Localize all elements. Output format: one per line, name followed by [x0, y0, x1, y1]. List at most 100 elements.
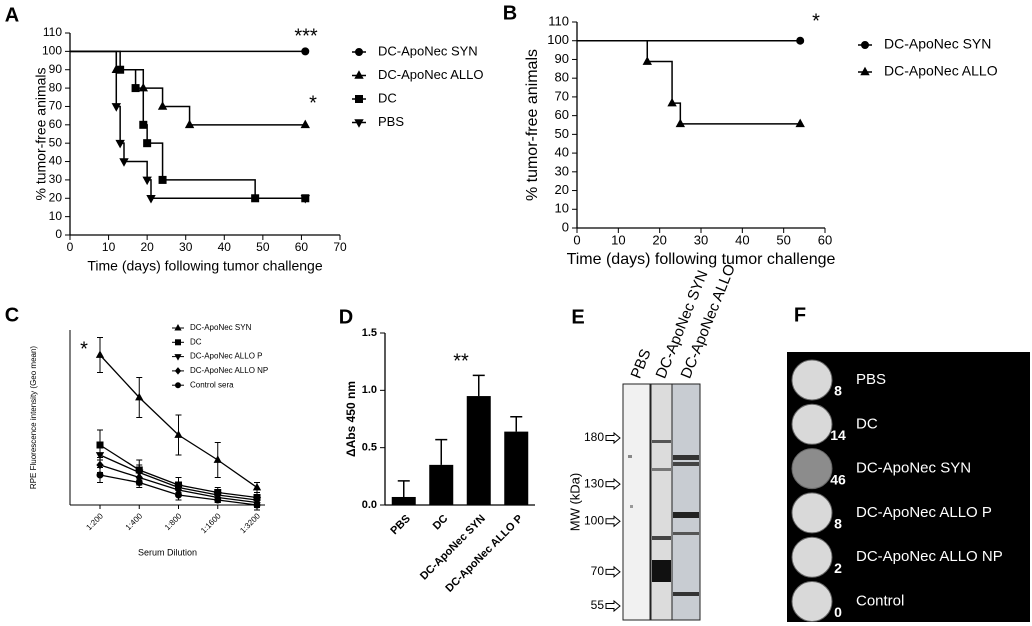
x-tick-label: 40 — [735, 232, 749, 247]
legend-label: DC-ApoNec SYN — [190, 323, 252, 332]
mw-arrow — [605, 478, 621, 491]
marker — [116, 65, 125, 74]
plate-label: DC-ApoNec SYN — [856, 460, 971, 477]
marker — [115, 139, 125, 149]
marker — [135, 392, 144, 401]
mw-arrow — [605, 515, 621, 528]
plate-label: PBS — [856, 371, 886, 388]
y-tick-label: 80 — [555, 70, 569, 85]
y-tick-label: 130 — [584, 476, 604, 490]
plate — [791, 536, 833, 578]
annotation: * — [80, 338, 88, 360]
x-axis-title: Serum Dilution — [138, 547, 197, 557]
legend-label: DC-ApoNec SYN — [378, 43, 478, 58]
plate-label: DC-ApoNec ALLO NP — [856, 548, 1003, 565]
legend-marker — [355, 48, 363, 56]
y-axis-title: RPE Fluorescence intensity (Geo mean) — [29, 346, 38, 490]
y-tick-label: 0.5 — [362, 442, 377, 454]
y-tick-label: 60 — [555, 107, 569, 122]
legend-marker — [354, 119, 364, 128]
mw-arrow — [605, 599, 621, 613]
y-axis-title: % tumor-free animals — [33, 67, 49, 200]
annotation: * — [309, 92, 317, 114]
marker — [95, 452, 105, 460]
y-tick-label: 100 — [42, 44, 62, 58]
panel-letter: B — [503, 2, 517, 24]
plate-label: Control — [856, 592, 904, 609]
x-axis-title: Time (days) following tumor challenge — [87, 258, 322, 274]
x-tick-label: 30 — [179, 240, 193, 254]
marker — [300, 194, 310, 204]
y-tick-label: 30 — [49, 172, 63, 186]
legend-label: Control sera — [190, 380, 234, 389]
y-tick-label: 90 — [555, 51, 569, 66]
colony-count: 0 — [834, 604, 842, 620]
y-tick-label: 100 — [547, 32, 569, 47]
x-tick-label: 0 — [67, 240, 74, 254]
bar — [391, 496, 416, 505]
y-tick-label: 20 — [555, 182, 569, 197]
y-tick-label: 110 — [43, 25, 62, 39]
marker — [96, 471, 104, 479]
y-tick-label: 70 — [49, 99, 63, 113]
bar — [466, 396, 491, 505]
error-bar — [435, 438, 448, 465]
x-tick-label: 20 — [652, 232, 666, 247]
legend-marker — [354, 70, 364, 79]
bar — [429, 464, 454, 505]
colony-count: 14 — [830, 427, 846, 443]
legend-marker — [355, 95, 363, 103]
y-tick-label: 40 — [49, 154, 63, 168]
panel-letter: C — [5, 304, 19, 326]
marker — [301, 47, 310, 56]
marker — [214, 496, 222, 504]
marker — [300, 119, 310, 129]
blot-image — [622, 383, 701, 621]
colony-count: 8 — [834, 516, 842, 532]
marker — [213, 455, 222, 463]
marker — [252, 482, 262, 491]
step-line — [70, 50, 306, 200]
y-tick-label: 70 — [591, 564, 605, 578]
legend-marker — [174, 354, 182, 361]
legend-label: DC — [190, 337, 202, 346]
x-tick-label: 60 — [295, 240, 309, 254]
error-bar — [510, 415, 523, 432]
legend-label: DC-ApoNec ALLO — [884, 63, 998, 79]
y-tick-label: 0.0 — [362, 499, 377, 511]
panel-letter: F — [794, 304, 806, 326]
y-tick-label: 50 — [555, 126, 569, 141]
panel-letter: A — [5, 4, 19, 26]
x-tick-label: 20 — [140, 240, 154, 254]
annotation: ** — [453, 350, 469, 372]
marker — [796, 36, 805, 45]
plate-panel — [787, 352, 1030, 622]
marker — [142, 176, 152, 186]
x-tick-label: 30 — [694, 232, 708, 247]
marker — [146, 194, 156, 204]
y-axis-title: MW (kDa) — [567, 473, 582, 532]
marker — [119, 158, 129, 167]
marker — [131, 84, 140, 93]
error-bar — [472, 374, 485, 397]
y-tick-label: 50 — [49, 135, 63, 149]
plate — [791, 403, 833, 445]
x-tick-label: 0 — [573, 232, 580, 247]
legend-marker — [174, 367, 182, 375]
y-tick-label: 1.0 — [362, 384, 377, 396]
y-tick-label: 0 — [55, 227, 62, 241]
plate-label: DC — [856, 415, 878, 432]
panel-letter: E — [571, 306, 584, 328]
marker — [675, 118, 686, 128]
plate — [791, 492, 833, 534]
marker — [139, 120, 148, 129]
marker — [642, 56, 652, 65]
x-tick-label: 70 — [333, 240, 347, 254]
legend-marker — [174, 323, 182, 331]
colony-count: 2 — [834, 560, 842, 576]
y-axis-title: ΔAbs 450 nm — [344, 381, 358, 457]
y-axis-title: % tumor-free animals — [524, 49, 541, 201]
marker — [175, 491, 182, 499]
annotation: * — [812, 10, 820, 32]
